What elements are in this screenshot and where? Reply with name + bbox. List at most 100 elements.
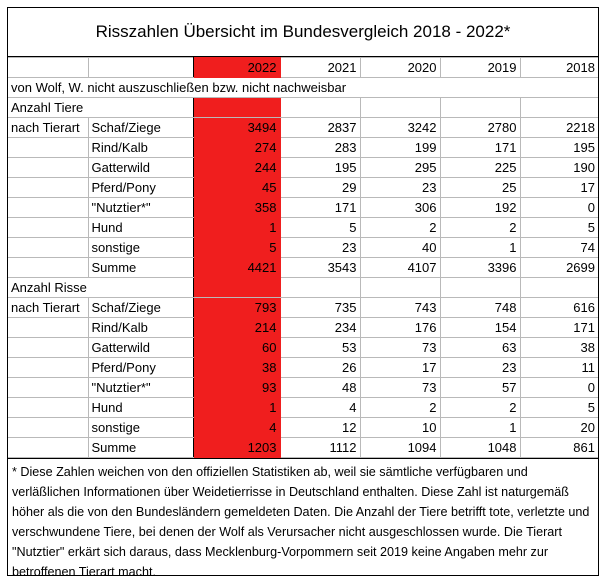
value-cell-2022: 358 bbox=[192, 197, 281, 218]
value-cell-2019: 171 bbox=[439, 137, 521, 158]
value-cell-2021: 29 bbox=[279, 177, 361, 198]
value-cell-2021: 3543 bbox=[279, 257, 361, 278]
value-cell-2021: 234 bbox=[279, 317, 361, 338]
value-cell-2019: 192 bbox=[439, 197, 521, 218]
value-cell-2018: 861 bbox=[519, 437, 598, 458]
section-header-row: Anzahl Risse bbox=[8, 277, 598, 298]
value-cell-2020: 73 bbox=[359, 337, 441, 358]
value-cell-2019: 23 bbox=[439, 357, 521, 378]
value-cell-2021: 12 bbox=[279, 417, 361, 438]
value-cell-2018: 74 bbox=[519, 237, 598, 258]
empty-cell bbox=[8, 57, 89, 78]
row-label: Pferd/Pony bbox=[87, 357, 194, 378]
value-cell-2018: 0 bbox=[519, 377, 598, 398]
value-cell-2019: 1 bbox=[439, 417, 521, 438]
value-cell-2022: 214 bbox=[192, 317, 281, 338]
table-row: Rind/Kalb 214 234 176 154 171 bbox=[8, 317, 598, 338]
section-subtitle: nach Tierart bbox=[8, 297, 89, 318]
value-cell-2020: 23 bbox=[359, 177, 441, 198]
year-header-row: 2022 2021 2020 2019 2018 bbox=[8, 57, 598, 78]
value-cell-2021: 283 bbox=[279, 137, 361, 158]
value-cell-2018: 20 bbox=[519, 417, 598, 438]
table-row: sonstige 5 23 40 1 74 bbox=[8, 237, 598, 258]
value-cell-2020: 295 bbox=[359, 157, 441, 178]
value-cell-2021: 48 bbox=[279, 377, 361, 398]
row-label: sonstige bbox=[87, 417, 194, 438]
row-label: Hund bbox=[87, 217, 194, 238]
value-cell-2021: 53 bbox=[279, 337, 361, 358]
row-label: sonstige bbox=[87, 237, 194, 258]
empty-cell bbox=[8, 417, 89, 438]
row-label: Gatterwild bbox=[87, 337, 194, 358]
row-label: "Nutztier*" bbox=[87, 377, 194, 398]
table-row: Gatterwild 244 195 295 225 190 bbox=[8, 157, 598, 178]
table-row: sonstige 4 12 10 1 20 bbox=[8, 417, 598, 438]
value-cell-2022: 3494 bbox=[192, 117, 281, 138]
value-cell-2020: 199 bbox=[359, 137, 441, 158]
value-cell-2019: 25 bbox=[439, 177, 521, 198]
value-cell-2022: 4 bbox=[192, 417, 281, 438]
empty-cell bbox=[519, 277, 598, 298]
empty-cell bbox=[8, 397, 89, 418]
value-cell-2020: 743 bbox=[359, 297, 441, 318]
year-2020-header: 2020 bbox=[359, 57, 441, 78]
row-label: Gatterwild bbox=[87, 157, 194, 178]
row-label: Pferd/Pony bbox=[87, 177, 194, 198]
table-row: Hund 1 4 2 2 5 bbox=[8, 397, 598, 418]
row-label: Schaf/Ziege bbox=[87, 117, 194, 138]
note-cell: von Wolf, W. nicht auszuschließen bzw. n… bbox=[8, 77, 598, 98]
empty-cell bbox=[8, 197, 89, 218]
value-cell-2022: 93 bbox=[192, 377, 281, 398]
value-cell-2020: 10 bbox=[359, 417, 441, 438]
value-cell-2018: 2699 bbox=[519, 257, 598, 278]
value-cell-2022: 1 bbox=[192, 217, 281, 238]
row-label: Rind/Kalb bbox=[87, 137, 194, 158]
table-row: Pferd/Pony 38 26 17 23 11 bbox=[8, 357, 598, 378]
data-table: 2022 2021 2020 2019 2018 von Wolf, W. ni… bbox=[8, 57, 598, 458]
value-cell-2018: 0 bbox=[519, 197, 598, 218]
sheet-title: Risszahlen Übersicht im Bundesvergleich … bbox=[8, 8, 598, 57]
value-cell-2019: 3396 bbox=[439, 257, 521, 278]
empty-cell bbox=[439, 97, 521, 118]
table-body: 2022 2021 2020 2019 2018 von Wolf, W. ni… bbox=[8, 57, 598, 458]
empty-cell bbox=[8, 377, 89, 398]
value-cell-2019: 2780 bbox=[439, 117, 521, 138]
value-cell-2021: 2837 bbox=[279, 117, 361, 138]
value-cell-2020: 306 bbox=[359, 197, 441, 218]
empty-cell bbox=[519, 97, 598, 118]
value-cell-2019: 2 bbox=[439, 217, 521, 238]
table-row: Rind/Kalb 274 283 199 171 195 bbox=[8, 137, 598, 158]
table-row: nach Tierart Schaf/Ziege 793 735 743 748 616 bbox=[8, 297, 598, 318]
value-cell-2018: 17 bbox=[519, 177, 598, 198]
empty-cell bbox=[8, 157, 89, 178]
table-row: "Nutztier*" 93 48 73 57 0 bbox=[8, 377, 598, 398]
empty-cell bbox=[359, 97, 441, 118]
value-cell-2021: 26 bbox=[279, 357, 361, 378]
value-cell-2018: 5 bbox=[519, 217, 598, 238]
value-cell-2022: 1 bbox=[192, 397, 281, 418]
year-2022-header: 2022 bbox=[192, 57, 281, 78]
value-cell-2019: 154 bbox=[439, 317, 521, 338]
highlight-cell bbox=[192, 97, 281, 118]
value-cell-2022: 60 bbox=[192, 337, 281, 358]
empty-cell bbox=[279, 277, 361, 298]
table-row: Summe 1203 1112 1094 1048 861 bbox=[8, 437, 598, 458]
row-label: Hund bbox=[87, 397, 194, 418]
value-cell-2018: 11 bbox=[519, 357, 598, 378]
value-cell-2018: 38 bbox=[519, 337, 598, 358]
value-cell-2019: 748 bbox=[439, 297, 521, 318]
value-cell-2020: 1094 bbox=[359, 437, 441, 458]
empty-cell bbox=[8, 257, 89, 278]
value-cell-2021: 171 bbox=[279, 197, 361, 218]
value-cell-2020: 176 bbox=[359, 317, 441, 338]
row-label: Summe bbox=[87, 437, 194, 458]
value-cell-2022: 793 bbox=[192, 297, 281, 318]
table-row: Hund 1 5 2 2 5 bbox=[8, 217, 598, 238]
value-cell-2020: 4107 bbox=[359, 257, 441, 278]
empty-cell bbox=[8, 437, 89, 458]
value-cell-2021: 5 bbox=[279, 217, 361, 238]
value-cell-2020: 2 bbox=[359, 397, 441, 418]
empty-cell bbox=[8, 217, 89, 238]
table-row: Pferd/Pony 45 29 23 25 17 bbox=[8, 177, 598, 198]
footnote: * Diese Zahlen weichen von den offiziell… bbox=[8, 458, 598, 582]
